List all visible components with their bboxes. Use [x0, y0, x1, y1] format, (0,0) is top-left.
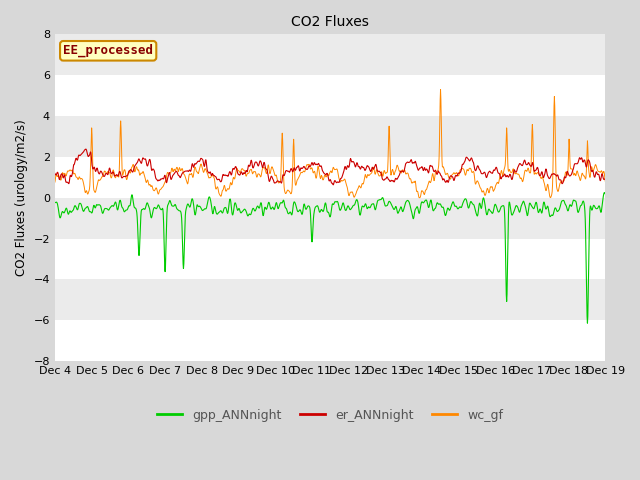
- wc_gf: [436, 87, 444, 93]
- Bar: [55, 116, 605, 157]
- Bar: [55, 320, 605, 361]
- gpp_ANNnight: [116, 197, 124, 203]
- wc_gf: [364, 172, 372, 178]
- Bar: [55, 157, 605, 198]
- Bar: [55, 279, 605, 320]
- er_ANNnight: [116, 169, 124, 175]
- wc_gf: [285, 188, 292, 193]
- Line: wc_gf: wc_gf: [55, 90, 605, 198]
- Bar: [55, 198, 605, 239]
- gpp_ANNnight: [600, 190, 608, 195]
- Text: EE_processed: EE_processed: [63, 44, 153, 58]
- er_ANNnight: [94, 168, 102, 174]
- wc_gf: [93, 181, 101, 187]
- er_ANNnight: [296, 167, 304, 173]
- gpp_ANNnight: [296, 207, 304, 213]
- gpp_ANNnight: [584, 320, 591, 326]
- gpp_ANNnight: [51, 200, 59, 205]
- Y-axis label: CO2 Fluxes (urology/m2/s): CO2 Fluxes (urology/m2/s): [15, 120, 28, 276]
- Bar: [55, 35, 605, 75]
- er_ANNnight: [365, 164, 372, 170]
- er_ANNnight: [51, 170, 59, 176]
- Line: er_ANNnight: er_ANNnight: [55, 149, 605, 185]
- Bar: [55, 239, 605, 279]
- wc_gf: [116, 141, 124, 147]
- wc_gf: [602, 179, 609, 185]
- wc_gf: [415, 195, 423, 201]
- Title: CO2 Fluxes: CO2 Fluxes: [291, 15, 369, 29]
- er_ANNnight: [285, 168, 292, 174]
- wc_gf: [306, 164, 314, 169]
- gpp_ANNnight: [364, 204, 372, 210]
- er_ANNnight: [330, 182, 337, 188]
- gpp_ANNnight: [285, 211, 292, 216]
- gpp_ANNnight: [93, 202, 101, 208]
- er_ANNnight: [307, 164, 314, 169]
- wc_gf: [51, 179, 59, 185]
- gpp_ANNnight: [602, 192, 609, 197]
- er_ANNnight: [602, 176, 609, 181]
- Line: gpp_ANNnight: gpp_ANNnight: [55, 192, 605, 323]
- gpp_ANNnight: [306, 205, 314, 211]
- wc_gf: [296, 172, 304, 178]
- Legend: gpp_ANNnight, er_ANNnight, wc_gf: gpp_ANNnight, er_ANNnight, wc_gf: [152, 404, 508, 427]
- er_ANNnight: [82, 146, 90, 152]
- Bar: [55, 75, 605, 116]
